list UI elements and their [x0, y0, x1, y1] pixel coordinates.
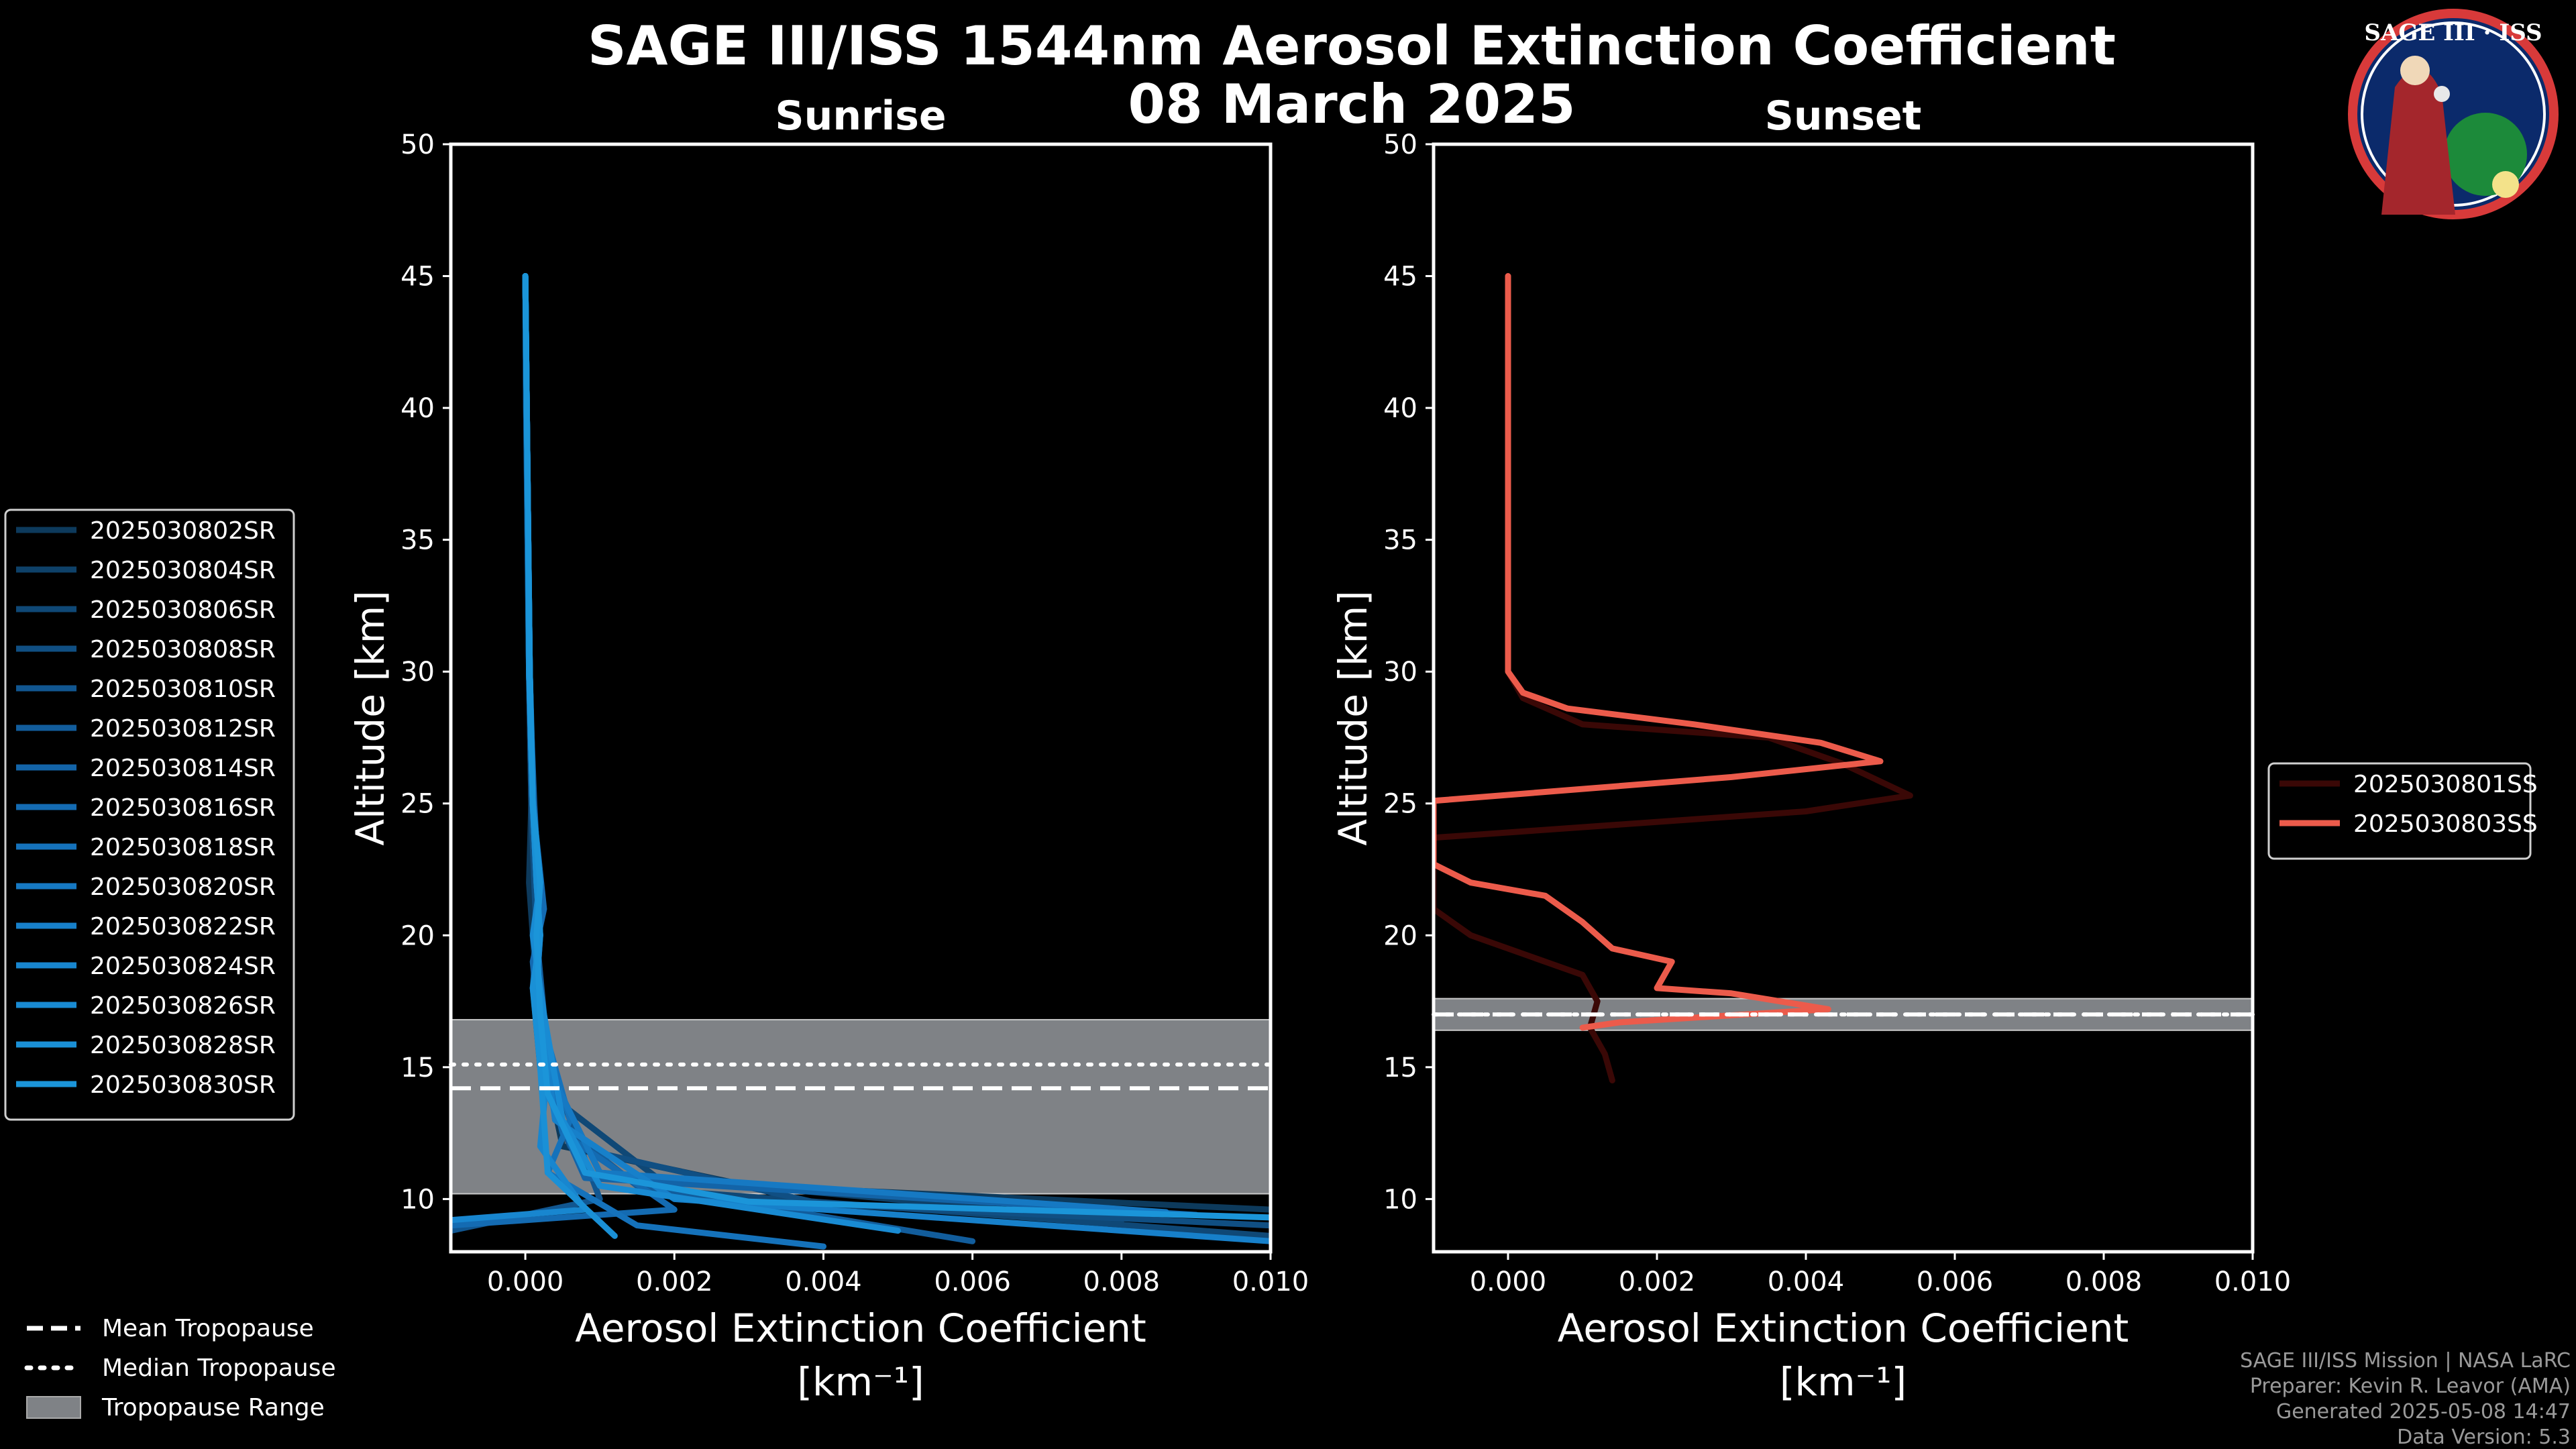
- legend-label: 2025030818SR: [90, 834, 276, 861]
- tropopause-range-band: [450, 1019, 1271, 1195]
- legend-label-tropopause-range: Tropopause Range: [101, 1394, 325, 1421]
- legend-label: 2025030828SR: [90, 1032, 276, 1059]
- credit-line: Data Version: 5.3: [2397, 1426, 2571, 1449]
- legend-label: 2025030802SR: [90, 517, 276, 545]
- x-tick-label: 0.000: [487, 1267, 564, 1297]
- x-tick-label: 0.004: [785, 1267, 862, 1297]
- y-axis-label: Altitude [km]: [347, 590, 393, 845]
- x-tick-label: 0.010: [2214, 1267, 2292, 1297]
- y-tick-label: 10: [1383, 1184, 1417, 1215]
- y-tick-label: 20: [1383, 920, 1417, 951]
- x-tick-label: 0.008: [2065, 1267, 2143, 1297]
- credit-line: Preparer: Kevin R. Leavor (AMA): [2250, 1375, 2571, 1398]
- y-tick-label: 50: [1383, 129, 1417, 160]
- series-legend-box: [4, 508, 295, 1121]
- y-tick-label: 45: [1383, 262, 1417, 292]
- panel-title: Sunrise: [775, 93, 946, 140]
- legend-label-mean-tropopause: Mean Tropopause: [102, 1315, 314, 1342]
- legend-label: 2025030803SS: [2353, 810, 2538, 838]
- credits-block: SAGE III/ISS Mission | NASA LaRC Prepare…: [2240, 1349, 2571, 1449]
- y-tick-label: 20: [400, 920, 435, 951]
- sage-iii-iss-mission-patch-icon: SAGE III · ISS: [2348, 9, 2559, 219]
- x-tick-label: 0.004: [1768, 1267, 1845, 1297]
- x-tick-label: 0.000: [1470, 1267, 1547, 1297]
- y-tick-label: 25: [400, 789, 435, 820]
- legend-label: 2025030806SR: [90, 596, 276, 624]
- x-tick-label: 0.006: [1917, 1267, 1994, 1297]
- y-tick-label: 15: [1383, 1053, 1417, 1083]
- legend-label: 2025030820SR: [90, 873, 276, 901]
- series-group: [1434, 273, 1913, 1083]
- legend-label: 2025030804SR: [90, 557, 276, 584]
- legend-label: 2025030801SS: [2353, 771, 2538, 798]
- series-group: [451, 273, 1271, 1250]
- y-tick-label: 45: [400, 262, 435, 292]
- legend-label: 2025030814SR: [90, 755, 276, 782]
- x-tick-label: 0.002: [1619, 1267, 1696, 1297]
- x-tick-label: 0.008: [1083, 1267, 1161, 1297]
- legend-label: 2025030808SR: [90, 636, 276, 663]
- y-tick-label: 40: [400, 393, 435, 424]
- series-legend-box: [2267, 762, 2532, 860]
- y-tick-label: 35: [1383, 525, 1417, 556]
- y-tick-label: 30: [400, 657, 435, 688]
- figure-title: SAGE III/ISS 1544nm Aerosol Extinction C…: [588, 15, 2116, 77]
- y-tick-label: 15: [400, 1053, 435, 1083]
- y-tick-label: 30: [1383, 657, 1417, 688]
- series-line-2025030803SS: [1434, 273, 1884, 1031]
- y-axis-label: Altitude [km]: [1330, 590, 1376, 845]
- x-tick-label: 0.002: [636, 1267, 713, 1297]
- panel-title: Sunset: [1765, 93, 1922, 140]
- credit-line: SAGE III/ISS Mission | NASA LaRC: [2240, 1349, 2571, 1373]
- legend-label: 2025030824SR: [90, 953, 276, 980]
- x-axis-units: [km⁻¹]: [1780, 1359, 1907, 1405]
- x-axis-units: [km⁻¹]: [797, 1359, 924, 1405]
- credit-line: Generated 2025-05-08 14:47: [2276, 1400, 2571, 1424]
- axes-frame: [449, 142, 1273, 1254]
- x-tick-label: 0.010: [1232, 1267, 1309, 1297]
- legend-label: 2025030816SR: [90, 794, 276, 822]
- y-tick-label: 10: [400, 1184, 435, 1215]
- figure-date: 08 March 2025: [1128, 73, 1575, 136]
- axes-frame: [1432, 142, 2255, 1254]
- y-tick-label: 40: [1383, 393, 1417, 424]
- legend-label: 2025030810SR: [90, 676, 276, 703]
- logo-text: SAGE III · ISS: [2364, 19, 2542, 46]
- legend-label-median-tropopause: Median Tropopause: [102, 1354, 336, 1382]
- x-axis-label: Aerosol Extinction Coefficient: [575, 1305, 1146, 1351]
- legend-swatch-tropopause-range: [26, 1396, 81, 1419]
- x-tick-label: 0.006: [934, 1267, 1011, 1297]
- legend-label: 2025030812SR: [90, 715, 276, 743]
- series-line-2025030830SR: [522, 273, 1271, 1221]
- y-tick-label: 50: [400, 129, 435, 160]
- legend-label: 2025030830SR: [90, 1071, 276, 1099]
- y-tick-label: 35: [400, 525, 435, 556]
- y-tick-label: 25: [1383, 789, 1417, 820]
- legend-label: 2025030822SR: [90, 913, 276, 941]
- tropopause-legend: Mean Tropopause Median Tropopause Tropop…: [24, 1315, 336, 1421]
- x-axis-label: Aerosol Extinction Coefficient: [1558, 1305, 2129, 1351]
- legend-label: 2025030826SR: [90, 992, 276, 1020]
- sunrise-panel: Sunrise 0.000 0.002 0.004 0.006 0.008 0.010 10 1…: [4, 93, 1309, 1405]
- sunset-panel: Sunset 0.000 0.002 0.004 0.006 0.008 0.010 10 15…: [1330, 93, 2538, 1405]
